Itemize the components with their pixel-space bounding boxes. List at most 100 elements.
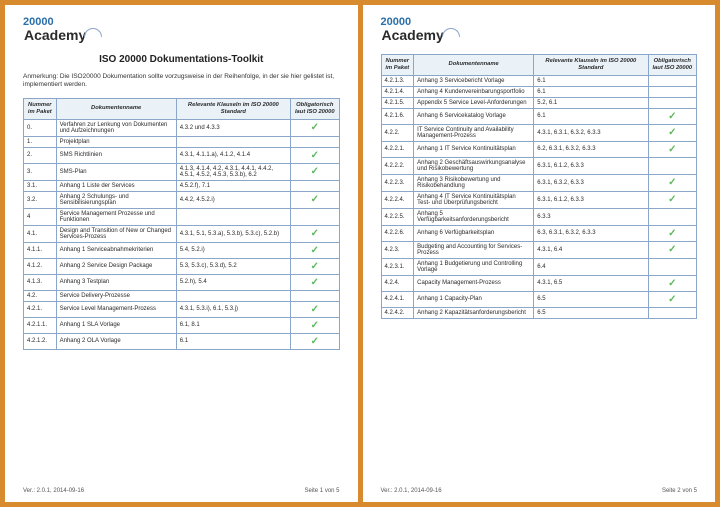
cell-check: ✓ xyxy=(648,241,696,258)
table-row: 4.1.3.Anhang 3 Testplan5.2.h), 5.4✓ xyxy=(24,274,340,290)
cell-check xyxy=(291,136,339,147)
cell-check: ✓ xyxy=(291,317,339,333)
cell-docname: Anhang 3 Testplan xyxy=(56,274,176,290)
cell-check xyxy=(648,75,696,86)
cell-number: 4.2.1.1. xyxy=(24,317,57,333)
table-row: 4Service Management Prozesse und Funktio… xyxy=(24,208,340,225)
table-row: 4.2.2.4.Anhang 4 IT Service Kontinuitäts… xyxy=(381,191,697,208)
cell-number: 4.1.2. xyxy=(24,258,57,274)
cell-klausel: 4.5.2.f), 7.1 xyxy=(176,180,290,191)
cell-klausel: 5.3, 5.3.c), 5.3.d), 5.2 xyxy=(176,258,290,274)
cell-klausel: 6.3.1, 6.1.2, 6.3.3 xyxy=(534,191,648,208)
page-2: 20000 Academy Nummer im Paket Dokumenten… xyxy=(363,5,716,502)
cell-number: 4.2.1.2. xyxy=(24,333,57,349)
footer-version: Ver.: 2.0.1, 2014-09-16 xyxy=(381,488,442,494)
cell-docname: Anhang 2 OLA Vorlage xyxy=(56,333,176,349)
cell-check: ✓ xyxy=(648,191,696,208)
cell-number: 4.2.2.5. xyxy=(381,208,414,225)
table-row: 2.SMS Richtlinien4.3.1, 4.1.1.a), 4.1.2,… xyxy=(24,147,340,163)
cell-number: 4.2.1.6. xyxy=(381,108,414,124)
cell-check: ✓ xyxy=(648,275,696,291)
page-footer-1: Ver.: 2.0.1, 2014-09-16 Seite 1 von 5 xyxy=(23,488,340,494)
header-klausel: Relevante Klauseln im ISO 20000 Standard xyxy=(534,55,648,76)
table-row: 4.2.Service Delivery-Prozesse xyxy=(24,290,340,301)
cell-number: 4.2.4. xyxy=(381,275,414,291)
cell-docname: Appendix 5 Service Level-Anforderungen xyxy=(414,97,534,108)
cell-number: 4.2.2.6. xyxy=(381,225,414,241)
cell-docname: Anhang 1 Liste der Services xyxy=(56,180,176,191)
table-row: 4.2.2.3.Anhang 3 Risikobewertung und Ris… xyxy=(381,174,697,191)
logo: 20000 Academy xyxy=(381,17,698,42)
cell-number: 4.2.3.1. xyxy=(381,258,414,275)
document-table-2: Nummer im Paket Dokumentenname Relevante… xyxy=(381,54,698,319)
cell-docname: Anhang 5 Verfügbarkeitsanforderungsberic… xyxy=(414,208,534,225)
table-row: 4.2.1.Service Level Management-Prozess4.… xyxy=(24,301,340,317)
logo: 20000 Academy xyxy=(23,17,340,42)
cell-klausel: 4.3.1, 6.3.1, 6.3.2, 6.3.3 xyxy=(534,124,648,141)
cell-klausel: 6.4 xyxy=(534,258,648,275)
header-klausel: Relevante Klauseln im ISO 20000 Standard xyxy=(176,98,290,119)
cell-number: 4.2.2.3. xyxy=(381,174,414,191)
cell-docname: SMS-Plan xyxy=(56,163,176,180)
table-row: 3.1.Anhang 1 Liste der Services4.5.2.f),… xyxy=(24,180,340,191)
cell-check: ✓ xyxy=(291,119,339,136)
table-row: 4.2.3.1.Anhang 1 Budgetierung und Contro… xyxy=(381,258,697,275)
cell-number: 4.2.1.4. xyxy=(381,86,414,97)
cell-docname: Anhang 6 Servicekatalog Vorlage xyxy=(414,108,534,124)
cell-number: 3.2. xyxy=(24,191,57,208)
table-row: 4.2.4.1.Anhang 1 Capacity-Plan6.5✓ xyxy=(381,291,697,307)
cell-klausel: 6.3.1, 6.3.2, 6.3.3 xyxy=(534,174,648,191)
cell-klausel xyxy=(176,208,290,225)
cell-check xyxy=(648,307,696,318)
cell-number: 2. xyxy=(24,147,57,163)
cell-klausel xyxy=(176,136,290,147)
cell-docname: Anhang 4 Kundenvereinbarungsportfolio xyxy=(414,86,534,97)
cell-check xyxy=(291,180,339,191)
table-row: 4.1.2.Anhang 2 Service Design Package5.3… xyxy=(24,258,340,274)
cell-klausel: 6.3, 6.3.1, 6.3.2, 6.3.3 xyxy=(534,225,648,241)
table-row: 3.SMS-Plan4.1.3, 4.1.4, 4.2, 4.3.1, 4.4.… xyxy=(24,163,340,180)
cell-number: 3.1. xyxy=(24,180,57,191)
cell-check: ✓ xyxy=(291,258,339,274)
cell-docname: Anhang 1 IT Service Kontinuitätsplan xyxy=(414,141,534,157)
cell-number: 4 xyxy=(24,208,57,225)
table-header-row: Nummer im Paket Dokumentenname Relevante… xyxy=(381,55,697,76)
footer-version: Ver.: 2.0.1, 2014-09-16 xyxy=(23,488,84,494)
cell-number: 4.2.2.2. xyxy=(381,157,414,174)
table-row: 4.2.2.IT Service Continuity and Availabi… xyxy=(381,124,697,141)
cell-docname: Budgeting and Accounting for Services-Pr… xyxy=(414,241,534,258)
cell-docname: Anhang 2 Service Design Package xyxy=(56,258,176,274)
header-number: Nummer im Paket xyxy=(381,55,414,76)
cell-docname: Anhang 1 SLA Vorlage xyxy=(56,317,176,333)
table-row: 4.2.2.2.Anhang 2 Geschäftsauswirkungsana… xyxy=(381,157,697,174)
cell-number: 4.2.2. xyxy=(381,124,414,141)
cell-number: 4.2.2.4. xyxy=(381,191,414,208)
cell-check: ✓ xyxy=(291,225,339,242)
cell-number: 0. xyxy=(24,119,57,136)
cell-check xyxy=(648,97,696,108)
cell-docname: Anhang 4 IT Service Kontinuitätsplan Tes… xyxy=(414,191,534,208)
cell-docname: Anhang 1 Budgetierung und Controlling Vo… xyxy=(414,258,534,275)
cell-docname: IT Service Continuity and Availability M… xyxy=(414,124,534,141)
cell-number: 3. xyxy=(24,163,57,180)
page-footer-2: Ver.: 2.0.1, 2014-09-16 Seite 2 von 5 xyxy=(381,488,698,494)
cell-check xyxy=(648,258,696,275)
cell-docname: Projektplan xyxy=(56,136,176,147)
cell-docname: SMS Richtlinien xyxy=(56,147,176,163)
cell-number: 4.1. xyxy=(24,225,57,242)
table-row: 4.2.1.1.Anhang 1 SLA Vorlage6.1, 8.1✓ xyxy=(24,317,340,333)
cell-check: ✓ xyxy=(291,301,339,317)
cell-check: ✓ xyxy=(291,147,339,163)
cell-docname: Anhang 2 Kapazitätsanforderungsbericht xyxy=(414,307,534,318)
cell-number: 4.1.3. xyxy=(24,274,57,290)
table-row: 4.1.Design and Transition of New or Chan… xyxy=(24,225,340,242)
cell-check xyxy=(291,290,339,301)
page-title: ISO 20000 Dokumentations-Toolkit xyxy=(23,54,340,65)
intro-text: Anmerkung: Die ISO20000 Dokumentation so… xyxy=(23,73,340,90)
table-row: 4.2.4.Capacity Management-Prozess4.3.1, … xyxy=(381,275,697,291)
cell-number: 4.2.3. xyxy=(381,241,414,258)
cell-check xyxy=(648,208,696,225)
cell-docname: Service Level Management-Prozess xyxy=(56,301,176,317)
cell-klausel: 4.3.1, 4.1.1.a), 4.1.2, 4.1.4 xyxy=(176,147,290,163)
logo-bottom: Academy xyxy=(382,28,460,42)
